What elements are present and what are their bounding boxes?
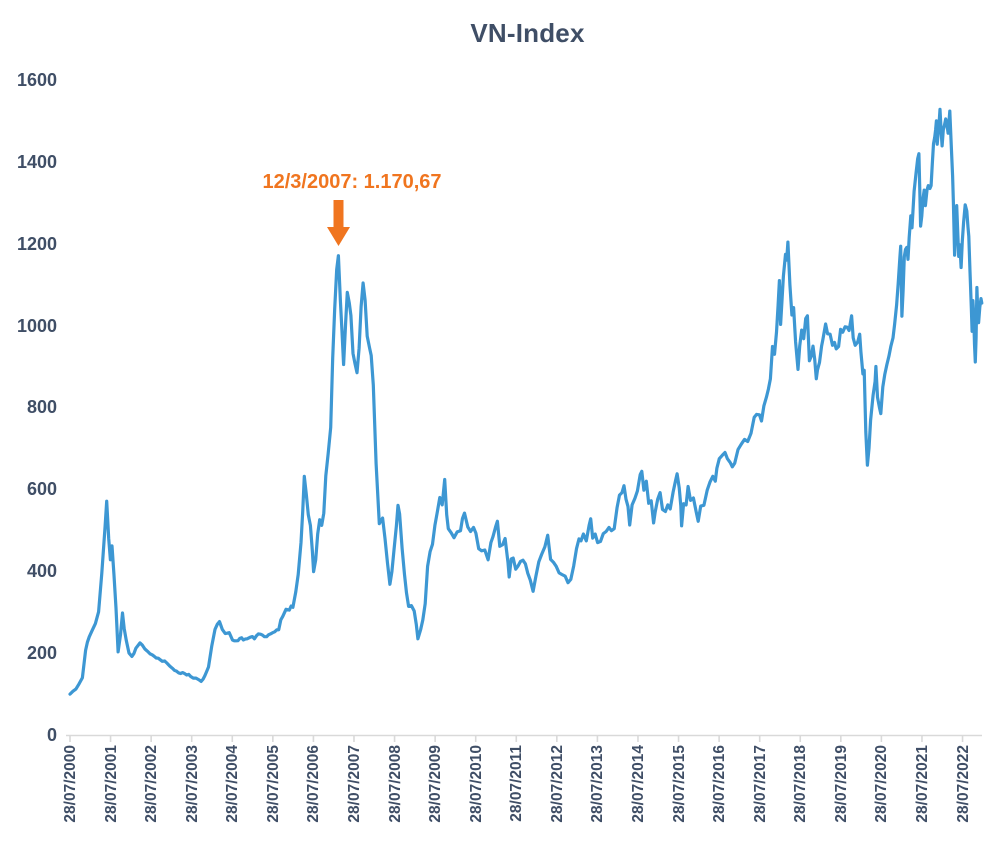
x-axis-label: 28/07/2022 — [954, 745, 972, 823]
x-axis-label: 28/07/2014 — [629, 745, 647, 823]
x-axis-label: 28/07/2019 — [832, 745, 850, 823]
x-axis-label: 28/07/2010 — [467, 745, 485, 823]
down-arrow-icon — [327, 200, 350, 246]
x-axis-label: 28/07/2001 — [102, 745, 120, 823]
x-axis-label: 28/07/2003 — [183, 745, 201, 823]
y-axis-label: 1600 — [16, 69, 57, 90]
x-axis-label: 28/07/2021 — [913, 745, 931, 823]
x-axis-label: 28/07/2005 — [264, 745, 282, 823]
x-axis-label: 28/07/2007 — [345, 745, 363, 823]
x-axis-label: 28/07/2015 — [670, 745, 688, 823]
x-axis-label: 28/07/2004 — [224, 745, 242, 823]
x-axis-label: 28/07/2008 — [386, 745, 404, 823]
x-axis-label: 28/07/2012 — [548, 745, 566, 823]
y-axis-label: 1400 — [16, 151, 57, 172]
chart-title: VN-Index — [470, 18, 585, 48]
x-axis-label: 28/07/2002 — [143, 745, 161, 823]
x-axis-label: 28/07/2009 — [427, 745, 445, 823]
x-axis-label: 28/07/2006 — [305, 745, 323, 823]
y-axis-label: 400 — [26, 561, 57, 582]
x-axis-label: 28/07/2013 — [589, 745, 607, 823]
y-axis-label: 1000 — [16, 315, 57, 336]
x-axis-label: 28/07/2018 — [792, 745, 810, 823]
x-axis-label: 28/07/2016 — [711, 745, 729, 823]
x-axis-tick-marks — [69, 735, 964, 742]
x-axis-label: 28/07/2020 — [873, 745, 891, 823]
x-axis-label: 28/07/2011 — [508, 745, 526, 822]
x-axis-label: 28/07/2000 — [62, 745, 79, 823]
y-axis-label: 200 — [26, 643, 57, 664]
y-axis-label: 1200 — [16, 233, 57, 254]
vn-index-series-line — [68, 107, 984, 696]
peak-annotation-label: 12/3/2007: 1.170,67 — [262, 171, 442, 193]
y-axis-label: 800 — [26, 397, 57, 418]
y-axis-label: 0 — [46, 725, 57, 745]
y-axis-label: 600 — [26, 479, 57, 500]
x-axis-label: 28/07/2017 — [751, 745, 769, 823]
